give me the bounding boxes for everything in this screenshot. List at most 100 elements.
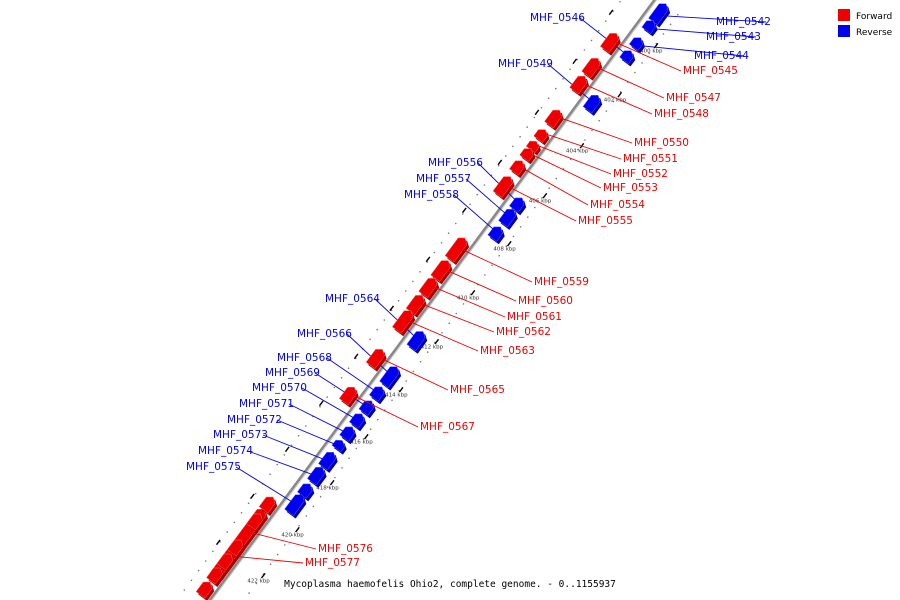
gene-label-leader	[606, 37, 682, 72]
grid-dot	[362, 438, 365, 440]
grid-dot	[547, 97, 550, 99]
gene-body	[297, 483, 313, 499]
gene-label: MHF_0566	[297, 328, 352, 340]
gene-label-leader	[247, 450, 322, 479]
gene-label: MHF_0574	[198, 445, 253, 457]
grid-dot	[527, 216, 529, 218]
forward-gene	[338, 386, 359, 408]
grid-dot	[197, 569, 200, 572]
gene-label: MHF_0576	[318, 543, 373, 555]
grid-dot	[541, 197, 543, 199]
tick-mark	[398, 386, 404, 393]
tick-label: 400 kbp	[640, 48, 663, 54]
reverse-gene	[331, 439, 347, 455]
gene-body	[246, 513, 263, 531]
grid-dot	[497, 164, 500, 167]
gene-body	[406, 331, 426, 352]
gene-body	[206, 567, 223, 585]
grid-dot	[212, 550, 214, 553]
gene-label: MHF_0543	[706, 31, 761, 43]
genome-title: Mycoplasma haemofelis Ohio2, complete ge…	[284, 579, 616, 590]
forward-gene	[258, 496, 278, 516]
gene-label: MHF_0559	[534, 276, 589, 288]
forward-gene	[492, 176, 515, 201]
grid-dot	[448, 322, 451, 325]
grid-dot	[376, 328, 379, 331]
grid-dot	[348, 457, 350, 460]
grid-dot	[612, 100, 615, 103]
gene-body	[599, 33, 619, 54]
grid-dot	[605, 110, 608, 112]
forward-gene	[509, 160, 527, 179]
backbone-highlight	[211, 0, 658, 600]
grid-dot	[276, 463, 279, 466]
tick-mark	[542, 192, 548, 199]
gene-label: MHF_0542	[716, 16, 771, 28]
grid-dot	[248, 592, 250, 594]
gene-body	[391, 310, 414, 334]
gene-body	[525, 140, 540, 154]
forward-gene	[599, 33, 621, 56]
grid-dots	[183, 0, 679, 594]
grid-dot	[584, 139, 586, 141]
gene-label-leader	[528, 141, 612, 175]
grid-dot	[498, 254, 501, 257]
reverse-gene	[498, 209, 518, 230]
gene-label: MHF_0545	[683, 65, 738, 77]
grid-dot	[276, 553, 279, 556]
reverse-gene	[379, 366, 402, 391]
tick-mark	[461, 207, 467, 214]
forward-gene	[430, 260, 453, 285]
gene-label-leader	[288, 403, 353, 437]
grid-dot	[598, 119, 600, 122]
grid-dot	[440, 242, 443, 244]
gene-label: MHF_0570	[252, 382, 307, 394]
reverse-gene	[641, 20, 658, 37]
tick-label: 412 kbp	[421, 344, 444, 350]
tick-mark	[353, 353, 359, 360]
grid-dot	[397, 299, 400, 302]
gene-label: MHF_0553	[603, 182, 658, 194]
grid-dot	[597, 29, 600, 32]
gene-label: MHF_0575	[186, 461, 241, 473]
grid-dot	[240, 512, 243, 514]
grid-dot	[577, 148, 579, 151]
grid-dot	[341, 467, 343, 469]
gene-label-leader	[314, 372, 373, 411]
gene-label: MHF_0550	[634, 137, 689, 149]
tick-mark	[608, 9, 614, 16]
grid-dot	[583, 49, 586, 51]
tick-mark	[389, 305, 395, 312]
grid-dot	[334, 476, 336, 479]
tick-mark	[497, 159, 503, 166]
tick-mark	[470, 289, 476, 296]
gene-body	[492, 176, 513, 198]
grid-dot	[605, 20, 607, 22]
reverse-gene	[358, 400, 376, 419]
gene-body	[284, 494, 305, 517]
gene-label: MHF_0558	[404, 189, 459, 201]
grid-dot	[533, 116, 536, 119]
grid-dot	[619, 0, 621, 3]
grid-dot	[419, 361, 422, 363]
gene-label: MHF_0561	[507, 311, 562, 323]
legend-reverse-swatch	[838, 25, 850, 37]
tick-mark	[434, 338, 440, 345]
gene-label: MHF_0568	[277, 352, 332, 364]
grid-dot	[312, 505, 315, 508]
forward-gene	[581, 58, 603, 81]
grid-dot	[455, 312, 458, 315]
gene-label: MHF_0562	[496, 326, 551, 338]
grid-dot	[326, 396, 329, 398]
grid-dot	[340, 377, 343, 379]
reverse-gene	[508, 197, 527, 216]
grid-dot	[634, 71, 636, 74]
gene-body	[487, 226, 503, 242]
gene-body	[365, 349, 385, 370]
tick-mark	[572, 58, 578, 65]
gene-label: MHF_0552	[613, 168, 668, 180]
grid-dot	[505, 245, 508, 247]
gene-label: MHF_0573	[213, 429, 268, 441]
gene-label-leader	[301, 387, 363, 424]
